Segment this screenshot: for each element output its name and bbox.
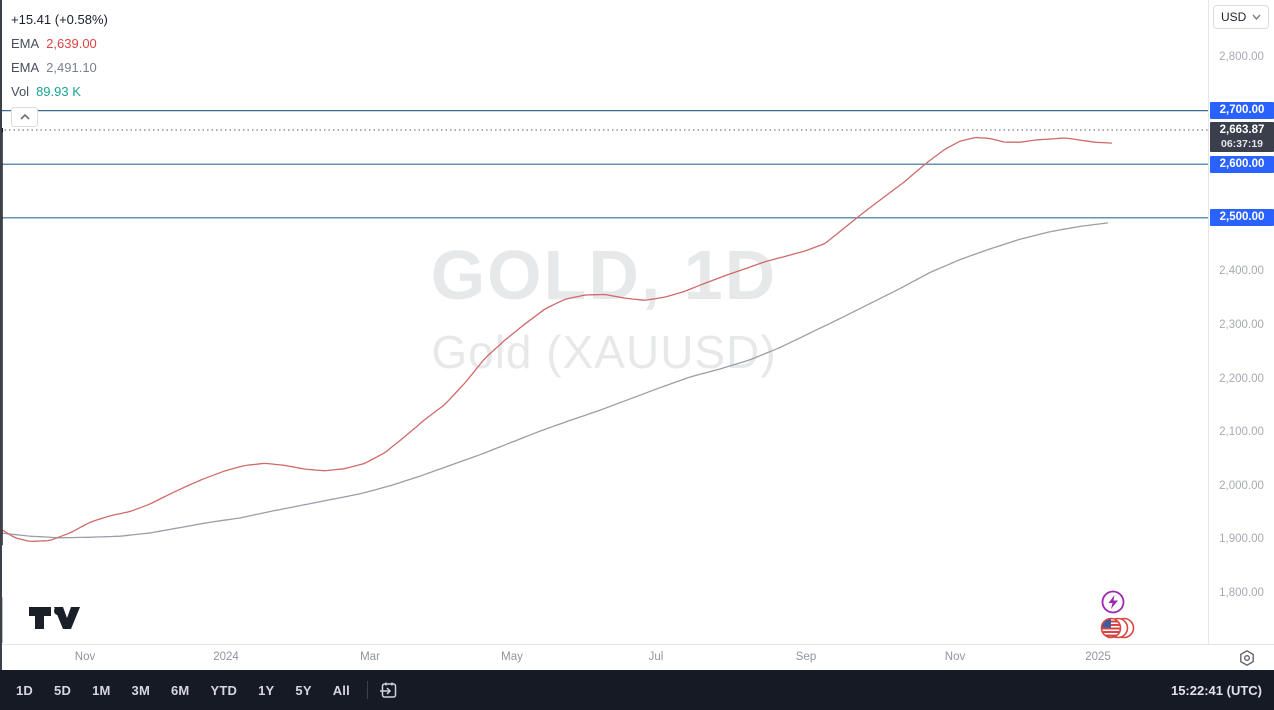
price-tick-label: 2,400.00: [1219, 265, 1264, 278]
utc-clock: 15:22:41 (UTC): [1170, 682, 1262, 698]
ema-slow-value: 2,491.10: [46, 59, 97, 75]
event-icons-group: [1100, 590, 1135, 639]
chevron-up-icon: [19, 114, 30, 120]
time-axis-label: Nov: [74, 651, 96, 663]
window-left-edge: [0, 0, 2, 670]
legend-collapse-button[interactable]: [11, 107, 38, 127]
currency-value: USD: [1221, 10, 1247, 24]
go-to-date-button[interactable]: [378, 680, 399, 701]
range-button-all[interactable]: All: [332, 682, 350, 698]
bottom-toolbar: 1D 5D 1M 3M 6M YTD 1Y 5Y All 15:22:41 (UTC): [0, 670, 1274, 710]
volume-value: 89.93 K: [36, 83, 81, 99]
price-tick-label: 1,800.00: [1219, 587, 1264, 599]
price-change-value: +15.41 (+0.58%): [11, 11, 108, 27]
range-button-5y[interactable]: 5Y: [295, 682, 312, 698]
us-economic-events-icon[interactable]: [1100, 617, 1135, 639]
candlestick-chart[interactable]: [0, 0, 1208, 644]
ema-lines: [0, 136, 1113, 543]
price-tick-label: 2,200.00: [1219, 372, 1264, 385]
ema-slow-label: EMA: [11, 59, 40, 75]
legend-ema-slow-row: EMA 2,491.10: [11, 55, 108, 79]
time-axis-label: Sep: [795, 651, 817, 663]
horizontal-level-lines: [0, 109, 1208, 219]
range-button-3m[interactable]: 3M: [131, 682, 150, 698]
range-button-5d[interactable]: 5D: [54, 682, 72, 698]
range-button-1y[interactable]: 1Y: [258, 682, 275, 698]
range-button-1m[interactable]: 1M: [92, 682, 111, 698]
range-button-1d[interactable]: 1D: [16, 682, 34, 698]
legend-volume-row: Vol 89.93 K: [11, 79, 108, 103]
price-tick-label: 2,100.00: [1219, 426, 1264, 439]
ema-fast-label: EMA: [11, 35, 40, 51]
price-tick-label: 2,300.00: [1219, 319, 1264, 331]
price-level-badge[interactable]: 2,600.00: [1210, 155, 1274, 173]
legend-ema-fast-row: EMA 2,639.00: [11, 31, 108, 55]
calendar-arrow-icon: [379, 682, 397, 698]
axis-settings-gear-icon[interactable]: [1238, 649, 1256, 667]
chart-legend: +15.41 (+0.58%) EMA 2,639.00 EMA 2,491.1…: [11, 7, 108, 127]
price-chart-canvas[interactable]: GOLD, 1D Gold (XAUUSD) +15.41 (+0.58%) E…: [0, 0, 1208, 644]
volume-label: Vol: [11, 83, 30, 99]
currency-selector[interactable]: USD: [1213, 5, 1269, 29]
time-axis[interactable]: Nov 2024 Mar May Jul Sep Nov 2025: [0, 644, 1274, 670]
chevron-down-icon: [1252, 14, 1261, 20]
time-axis-label: 2025: [1085, 651, 1111, 663]
time-axis-label: Jul: [648, 651, 664, 663]
date-range-buttons: 1D 5D 1M 3M 6M YTD 1Y 5Y All: [0, 679, 357, 702]
ema-fast-value: 2,639.00: [46, 35, 97, 51]
legend-change-row: +15.41 (+0.58%): [11, 7, 108, 31]
price-tick-label: 1,900.00: [1219, 533, 1264, 546]
price-level-badge[interactable]: 2,700.00: [1210, 102, 1274, 120]
time-axis-label: 2024: [213, 651, 239, 663]
toolbar-divider: [366, 681, 368, 699]
tradingview-logo[interactable]: [27, 604, 81, 632]
price-tick-label: 2,000.00: [1219, 479, 1264, 492]
time-axis-label: Mar: [360, 651, 380, 663]
lightning-event-icon[interactable]: [1101, 590, 1125, 614]
price-axis[interactable]: USD 2,800.00 2,400.00 2,300.00 2,200.00 2,10…: [1208, 0, 1274, 644]
range-button-ytd[interactable]: YTD: [210, 682, 238, 698]
price-level-badge[interactable]: 2,500.00: [1210, 209, 1274, 227]
time-axis-label: May: [501, 651, 523, 663]
bar-countdown: 06:37:19: [1220, 137, 1264, 150]
us-flag-icon: [1100, 617, 1122, 639]
range-button-6m[interactable]: 6M: [171, 682, 190, 698]
price-tick-label: 2,800.00: [1219, 51, 1264, 63]
last-price-value: 2,663.87: [1219, 123, 1265, 136]
time-axis-label: Nov: [944, 651, 966, 663]
last-price-badge: 2,663.87 06:37:19: [1210, 121, 1274, 152]
